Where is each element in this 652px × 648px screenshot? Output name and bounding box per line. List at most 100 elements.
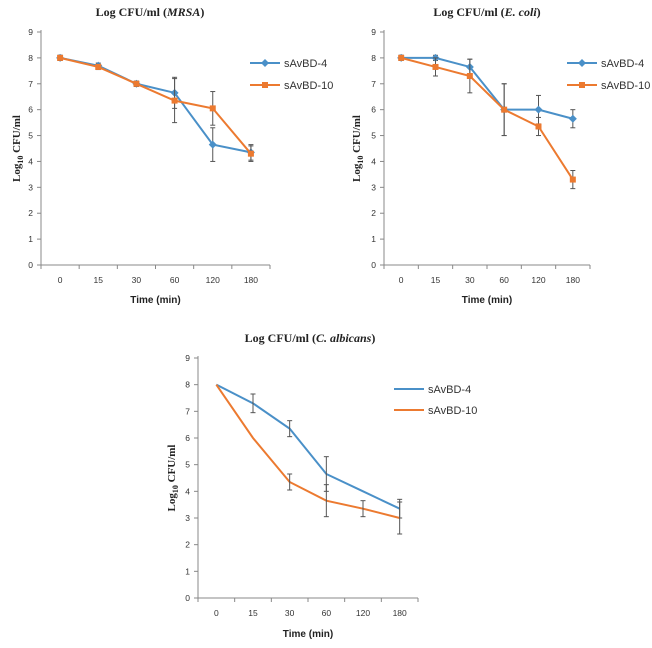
x-tick-label: 60 — [499, 275, 509, 285]
chart-title: Log CFU/ml (C. albicans) — [245, 331, 376, 345]
x-tick-label: 15 — [94, 275, 104, 285]
y-axis-label-rest: CFU/ml — [166, 445, 178, 486]
y-axis-label: Log10 CFU/ml — [11, 115, 25, 182]
legend-label: sAvBD-4 — [428, 384, 471, 396]
y-tick-label: 2 — [371, 208, 376, 218]
chart-title-prefix: Log CFU/ml ( — [245, 331, 316, 345]
data-point-square — [569, 176, 576, 183]
legend-label: sAvBD-4 — [601, 58, 644, 70]
x-tick-label: 15 — [431, 275, 441, 285]
y-axis-label-base: Log — [351, 163, 363, 182]
x-tick-label: 180 — [566, 275, 580, 285]
y-tick-label: 5 — [371, 131, 376, 141]
y-tick-label: 4 — [185, 486, 190, 496]
y-axis-label-rest: CFU/ml — [11, 115, 23, 156]
series-line — [59, 56, 252, 155]
legend-label: sAvBD-10 — [428, 405, 477, 417]
x-tick-label: 15 — [248, 608, 258, 618]
data-point-square — [57, 54, 64, 61]
x-tick-label: 60 — [322, 608, 332, 618]
series-sAvBD-10: sAvBD-10 — [215, 384, 477, 535]
data-point-square — [247, 150, 254, 157]
chart-2: Log CFU/ml (E. coli) 0 1 2 3 4 5 6 7 8 9 0 15 30 60 120… — [351, 5, 650, 306]
data-point-square — [95, 63, 102, 70]
series-line — [400, 56, 574, 181]
x-tick-label: 0 — [399, 275, 404, 285]
y-tick-label: 8 — [28, 53, 33, 63]
y-tick-label: 7 — [371, 79, 376, 89]
legend-label: sAvBD-10 — [601, 80, 650, 92]
y-axis-label-subscript: 10 — [16, 156, 25, 164]
x-tick-label: 0 — [58, 275, 63, 285]
x-tick-label: 30 — [285, 608, 295, 618]
y-tick-label: 5 — [185, 460, 190, 470]
data-point-diamond — [208, 140, 217, 149]
data-point-square — [466, 73, 473, 80]
series-line — [215, 383, 401, 510]
data-point-diamond — [568, 114, 577, 123]
chart-title-suffix: ) — [200, 5, 204, 19]
legend-marker — [579, 82, 585, 88]
chart-title-suffix: ) — [371, 331, 375, 345]
y-tick-label: 8 — [185, 380, 190, 390]
y-axis-label: Log10 CFU/ml — [351, 115, 365, 182]
data-point-square — [432, 63, 439, 70]
y-tick-label: 4 — [371, 156, 376, 166]
legend-label: sAvBD-10 — [284, 80, 333, 92]
y-tick-label: 3 — [371, 182, 376, 192]
data-point-square — [209, 105, 216, 112]
chart-title-suffix: ) — [537, 5, 541, 19]
x-tick-label: 120 — [206, 275, 220, 285]
y-tick-label: 9 — [28, 27, 33, 37]
x-tick-label: 120 — [531, 275, 545, 285]
data-point-square — [398, 54, 405, 61]
y-axis-label-rest: CFU/ml — [351, 115, 363, 156]
y-tick-label: 6 — [371, 105, 376, 115]
y-tick-label: 2 — [28, 208, 33, 218]
y-tick-label: 9 — [185, 353, 190, 363]
y-tick-label: 6 — [28, 105, 33, 115]
data-point-square — [501, 106, 508, 113]
chart-title-organism: MRSA — [166, 5, 200, 19]
x-axis-label: Time (min) — [130, 295, 180, 306]
series-line — [215, 384, 400, 519]
y-tick-label: 7 — [28, 79, 33, 89]
y-tick-label: 4 — [28, 156, 33, 166]
y-axis-label: Log10 CFU/ml — [166, 445, 180, 512]
y-axis-label-base: Log — [166, 493, 178, 512]
y-tick-label: 1 — [28, 234, 33, 244]
x-tick-label: 0 — [214, 608, 219, 618]
x-axis-label: Time (min) — [283, 629, 333, 640]
chart-title-prefix: Log CFU/ml ( — [96, 5, 167, 19]
series-sAvBD-10: sAvBD-10 — [398, 54, 650, 190]
x-tick-label: 30 — [132, 275, 142, 285]
y-tick-label: 7 — [185, 406, 190, 416]
series-line — [401, 56, 574, 120]
data-point-square — [133, 80, 140, 87]
x-tick-label: 30 — [465, 275, 475, 285]
y-tick-label: 9 — [371, 27, 376, 37]
y-tick-label: 1 — [185, 566, 190, 576]
x-tick-label: 180 — [244, 275, 258, 285]
y-tick-label: 0 — [371, 260, 376, 270]
chart-title: Log CFU/ml (E. coli) — [433, 5, 540, 19]
chart-title-prefix: Log CFU/ml ( — [433, 5, 504, 19]
y-axis-label-subscript: 10 — [356, 156, 365, 164]
legend-label: sAvBD-4 — [284, 58, 327, 70]
legend-marker — [261, 59, 269, 67]
y-axis-label-subscript: 10 — [171, 485, 180, 493]
x-tick-label: 120 — [356, 608, 370, 618]
y-tick-label: 0 — [185, 593, 190, 603]
series-sAvBD-10: sAvBD-10 — [57, 54, 333, 162]
data-point-square — [535, 123, 542, 130]
y-tick-label: 5 — [28, 131, 33, 141]
series-line — [59, 56, 252, 154]
x-axis-label: Time (min) — [462, 295, 512, 306]
y-tick-label: 2 — [185, 540, 190, 550]
y-tick-label: 0 — [28, 260, 33, 270]
chart-title-organism: C. albicans — [316, 331, 372, 345]
legend-marker — [262, 82, 268, 88]
y-axis-label-base: Log — [11, 163, 23, 182]
chart-title: Log CFU/ml (MRSA) — [96, 5, 205, 19]
y-tick-label: 3 — [185, 513, 190, 523]
